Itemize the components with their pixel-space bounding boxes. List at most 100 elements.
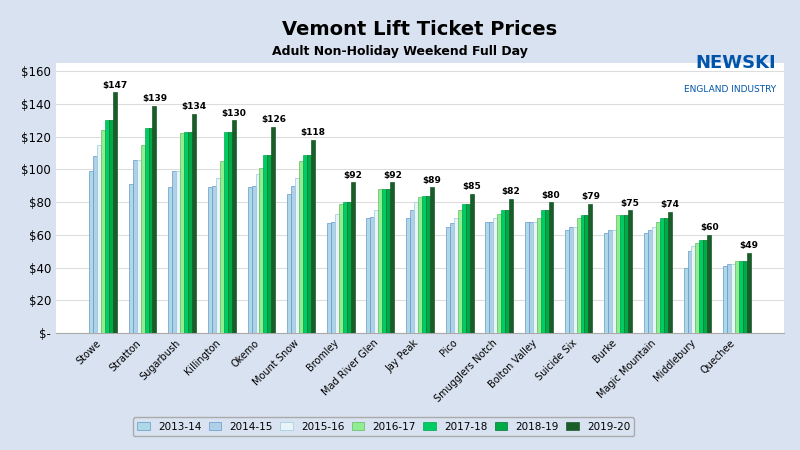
Bar: [176, 171, 180, 333]
Bar: [172, 171, 176, 333]
Bar: [303, 155, 307, 333]
Bar: [334, 214, 338, 333]
Bar: [426, 196, 430, 333]
Bar: [454, 218, 458, 333]
Bar: [370, 217, 374, 333]
Bar: [192, 114, 196, 333]
Bar: [374, 210, 378, 333]
Bar: [533, 222, 537, 333]
Text: $92: $92: [383, 171, 402, 180]
Bar: [248, 187, 251, 333]
Bar: [723, 266, 727, 333]
Text: $130: $130: [222, 109, 246, 118]
Bar: [656, 222, 660, 333]
Bar: [338, 204, 342, 333]
Bar: [390, 182, 394, 333]
Bar: [490, 222, 494, 333]
Bar: [446, 227, 450, 333]
Bar: [652, 227, 656, 333]
Bar: [350, 182, 354, 333]
Bar: [668, 212, 672, 333]
Bar: [529, 222, 533, 333]
Bar: [509, 199, 513, 333]
Bar: [604, 233, 608, 333]
Bar: [525, 222, 529, 333]
Bar: [382, 189, 386, 333]
Bar: [573, 227, 577, 333]
Bar: [255, 174, 259, 333]
Text: $118: $118: [301, 128, 326, 137]
Bar: [386, 189, 390, 333]
Bar: [608, 230, 612, 333]
Bar: [616, 215, 620, 333]
Bar: [378, 189, 382, 333]
Text: $126: $126: [261, 115, 286, 124]
Bar: [418, 197, 422, 333]
Bar: [486, 222, 490, 333]
Bar: [212, 186, 216, 333]
Bar: [414, 202, 418, 333]
Bar: [462, 204, 466, 333]
Legend: 2013-14, 2014-15, 2015-16, 2016-17, 2017-18, 2018-19, 2019-20: 2013-14, 2014-15, 2015-16, 2016-17, 2017…: [133, 418, 634, 436]
Bar: [184, 132, 188, 333]
Text: $79: $79: [581, 192, 600, 201]
Bar: [747, 253, 751, 333]
Bar: [699, 240, 703, 333]
Bar: [422, 196, 426, 333]
Bar: [145, 128, 149, 333]
Bar: [346, 202, 350, 333]
Bar: [707, 235, 711, 333]
Bar: [506, 210, 509, 333]
Text: $139: $139: [142, 94, 167, 103]
Bar: [113, 92, 117, 333]
Bar: [168, 187, 172, 333]
Bar: [366, 218, 370, 333]
Bar: [216, 178, 220, 333]
Bar: [331, 222, 334, 333]
Bar: [565, 230, 569, 333]
Bar: [628, 210, 632, 333]
Bar: [307, 155, 311, 333]
Bar: [271, 127, 275, 333]
Bar: [458, 210, 462, 333]
Bar: [502, 210, 506, 333]
Bar: [263, 155, 267, 333]
Bar: [133, 160, 137, 333]
Bar: [545, 210, 549, 333]
Bar: [581, 215, 585, 333]
Bar: [644, 233, 648, 333]
Bar: [267, 155, 271, 333]
Bar: [739, 261, 743, 333]
Bar: [291, 186, 295, 333]
Bar: [228, 132, 232, 333]
Bar: [149, 128, 153, 333]
Bar: [735, 261, 739, 333]
Bar: [259, 168, 263, 333]
Bar: [664, 218, 668, 333]
Text: $60: $60: [700, 223, 718, 232]
Bar: [129, 184, 133, 333]
Bar: [208, 187, 212, 333]
Bar: [251, 186, 255, 333]
Bar: [430, 187, 434, 333]
Bar: [342, 202, 346, 333]
Text: $147: $147: [102, 81, 127, 90]
Bar: [541, 210, 545, 333]
Bar: [743, 261, 747, 333]
Bar: [295, 178, 299, 333]
Bar: [93, 156, 97, 333]
Text: $134: $134: [182, 102, 206, 111]
Bar: [410, 210, 414, 333]
Bar: [620, 215, 624, 333]
Bar: [470, 194, 474, 333]
Bar: [549, 202, 553, 333]
Bar: [153, 106, 157, 333]
Bar: [703, 240, 707, 333]
Bar: [141, 145, 145, 333]
Bar: [577, 218, 581, 333]
Text: $89: $89: [422, 176, 442, 185]
Text: $85: $85: [462, 182, 481, 191]
Text: $49: $49: [739, 241, 758, 250]
Bar: [299, 161, 303, 333]
Bar: [589, 204, 592, 333]
